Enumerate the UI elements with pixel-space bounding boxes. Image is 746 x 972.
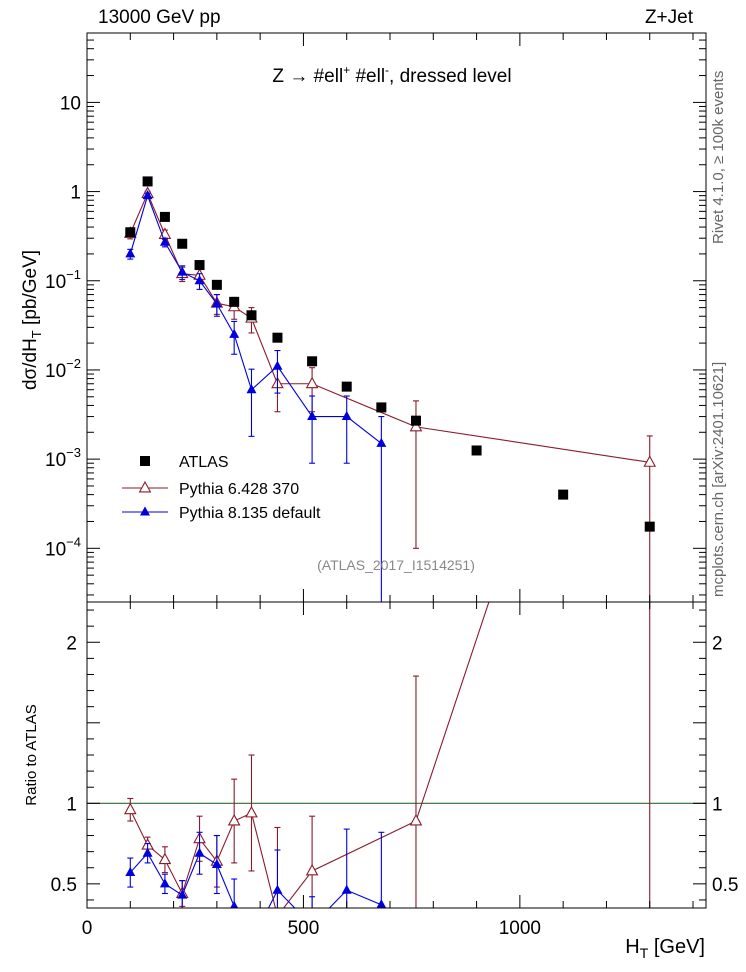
y-tick-label: 10 [60,93,81,114]
pythia8-ratio-point [230,900,239,908]
pythia8-ratio-point [177,889,188,899]
x-tick-label: 1000 [499,918,541,939]
pythia8-point [246,384,257,394]
atlas-point [341,381,352,392]
legend-marker-pythia6 [138,480,152,493]
pythia8-ratio-point [272,884,283,894]
ratio-data-area [87,113,706,944]
atlas-point [376,402,387,413]
pythia8-ratio-point [159,878,170,888]
pythia8-ratio-line [129,852,382,908]
y-tick-label: 10−4 [45,534,81,560]
atlas-point [246,310,257,321]
y-tick-label: 10−3 [45,445,81,471]
pythia8-ratio-point [125,866,136,877]
x-axis-label: HT [GeV] [625,936,705,961]
ratio-tick-label-left: 0.5 [51,875,77,896]
pythia6-point [643,455,657,467]
pythia8-point [307,410,318,421]
legend-label-pythia8: Pythia 8.135 default [179,505,321,522]
pythia6-ratio-point [409,813,423,826]
pythia8-point [142,190,153,200]
pythia8-point [125,248,136,258]
atlas-point [125,227,136,238]
atlas-point [471,445,482,456]
y-tick-label: 1 [70,183,81,204]
pythia8-ratio-point [341,884,352,894]
ratio-tick-label-left: 1 [66,794,77,815]
ratio-tick-label-right: 0.5 [712,875,738,896]
ratio-tick-label-right: 1 [712,794,723,815]
pythia6-ratio-line [129,602,490,908]
legend-label-pythia6: Pythia 6.428 370 [179,481,299,498]
legend-marker-pythia8 [140,506,150,516]
atlas-point [211,279,222,290]
pythia8-point [194,275,205,285]
atlas-point [177,238,188,249]
atlas-point [229,296,240,307]
process-label: Z+Jet [644,7,693,28]
pythia8-line [129,193,382,444]
atlas-point [307,356,318,367]
pythia8-point [272,360,283,370]
pythia8-ratio-point [194,847,205,857]
x-tick-label: 500 [288,918,320,939]
pythia8-point [177,266,188,276]
pythia6-line [129,192,650,463]
pythia6-ratio-point [305,863,319,876]
upper-data-area [123,176,657,602]
ratio-panel [87,113,706,944]
source-label: mcplots.cern.ch [arXiv:2401.10621] [710,361,727,597]
x-tick-label: 0 [82,918,93,939]
pythia8-point [159,236,170,246]
pythia6-ratio-point [158,852,172,865]
energy-label: 13000 GeV pp [98,7,221,28]
atlas-point [142,176,153,187]
analysis-id-watermark: (ATLAS_2017_I1514251) [317,557,475,573]
rivet-version-label: Rivet 4.1.0, ≥ 100k events [710,70,727,244]
y-axis-label: dσ/dHT [pb/GeV] [20,250,44,390]
pythia6-ratio-point [644,113,655,123]
pythia6-ratio-point [227,813,241,826]
pythia6-ratio-point [123,802,137,815]
panel-frames: 0 500 1000 10 1 10−1 10−2 10−3 10−4 0.5 0.5 1 1 2 2 dσ/… [20,32,738,961]
pythia6-ratio-point [272,910,283,920]
pythia6-point [305,376,319,389]
legend-marker-atlas [140,456,150,466]
upper-panel [123,176,657,602]
legend-label-atlas: ATLAS [179,454,229,471]
y-tick-label: 10−1 [45,267,81,293]
atlas-point [272,332,283,343]
pythia6-point [409,419,423,432]
y-tick-label: 10−2 [45,356,81,382]
pythia6-ratio-point [245,805,258,818]
ratio-tick-label-left: 2 [66,633,77,654]
pythia8-ratio-point [211,858,222,868]
atlas-point [644,521,655,532]
ratio-frame [86,601,707,909]
ratio-axis-label: Ratio to ATLAS [23,704,40,805]
pythia8-point [376,437,387,447]
atlas-point [194,260,205,271]
pythia8-point [341,410,352,421]
atlas-point [410,415,421,426]
ratio-tick-label-right: 2 [712,633,723,654]
plot-title: Z → #ell+ #ell-, dressed level [272,63,511,87]
pythia8-ratio-point [247,937,255,944]
atlas-point [159,211,170,222]
pythia8-point [211,298,222,308]
pythia8-ratio-point [142,847,153,857]
atlas-point [558,489,569,500]
pythia8-point [229,328,240,338]
